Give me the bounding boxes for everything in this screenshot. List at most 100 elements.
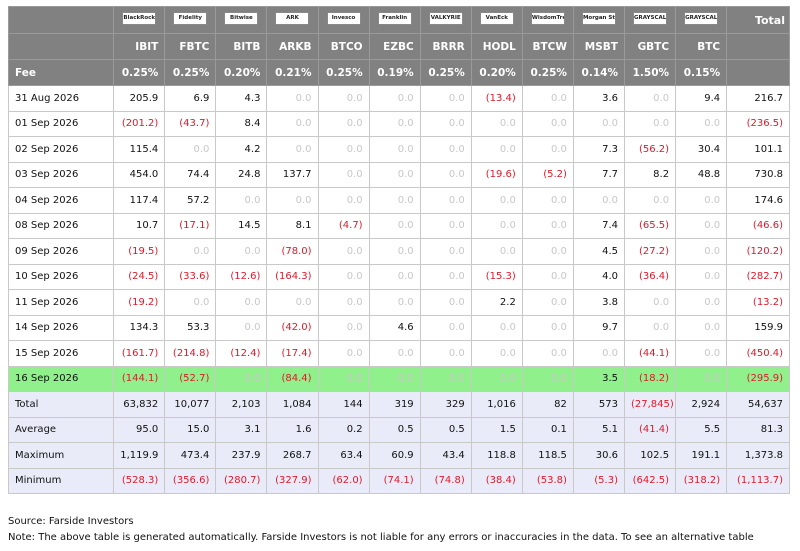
flow-cell: 0.0 — [215, 365, 268, 392]
disclaimer-note: Note: The above table is generated autom… — [8, 532, 754, 543]
summary-cell: (528.3) — [113, 467, 166, 494]
ticker-header: MSBT — [572, 33, 625, 60]
table-row: 04 Sep 2026 117.4 57.2 0.0 0.0 0.0 0.0 0.0 0.0 0.… — [7, 187, 790, 214]
row-total-cell: 216.7 — [726, 85, 790, 112]
flow-cell: 3.5 — [572, 365, 625, 392]
summary-label: Total — [7, 391, 115, 418]
flow-cell: 137.7 — [266, 161, 319, 188]
flow-cell: 9.7 — [572, 314, 625, 341]
summary-label: Average — [7, 416, 115, 443]
summary-total-cell: 81.3 — [726, 416, 790, 443]
flow-cell: 0.0 — [266, 187, 319, 214]
fee-cell: 0.19% — [368, 59, 421, 86]
flow-cell: (56.2) — [623, 136, 677, 163]
flow-cell: 10.7 — [113, 212, 166, 239]
fee-cell: 0.15% — [675, 59, 728, 86]
flow-cell: 0.0 — [317, 161, 370, 188]
flow-cell: 0.0 — [266, 136, 319, 163]
flow-cell: 0.0 — [623, 314, 677, 341]
flow-cell: 0.0 — [623, 85, 677, 112]
flow-cell: 0.0 — [419, 85, 472, 112]
flow-cell: 8.2 — [623, 161, 677, 188]
flow-cell: 0.0 — [675, 340, 728, 367]
fee-cell: 0.25% — [317, 59, 370, 86]
fund-logo-icon: Fidelity — [173, 12, 208, 25]
flow-cell: 0.0 — [419, 340, 472, 367]
summary-cell: (318.2) — [675, 467, 728, 494]
flow-cell: (12.6) — [215, 263, 268, 290]
flow-cell: 4.3 — [215, 85, 268, 112]
summary-cell: 118.8 — [470, 442, 523, 469]
summary-cell: 237.9 — [215, 442, 268, 469]
flow-cell: 2.2 — [470, 289, 523, 316]
flow-cell: (15.3) — [470, 263, 523, 290]
fund-logo-cell: VALKYRIE — [419, 6, 472, 34]
flow-cell: (161.7) — [113, 340, 166, 367]
summary-cell: 1.6 — [266, 416, 319, 443]
fee-total-cell — [726, 59, 790, 86]
date-cell: 04 Sep 2026 — [7, 187, 115, 214]
flow-cell: 0.0 — [521, 238, 574, 265]
summary-cell: 3.1 — [215, 416, 268, 443]
flow-cell: 0.0 — [623, 289, 677, 316]
summary-cell: 102.5 — [623, 442, 677, 469]
flow-cell: 0.0 — [266, 85, 319, 112]
flow-cell: 0.0 — [419, 238, 472, 265]
total-header: Total — [726, 6, 790, 34]
table-row: 03 Sep 2026 454.0 74.4 24.8 137.7 0.0 0.0 0.0 (1… — [7, 161, 790, 188]
flow-cell: (19.5) — [113, 238, 166, 265]
flow-cell: 0.0 — [470, 365, 523, 392]
summary-cell: 95.0 — [113, 416, 166, 443]
summary-cell: 268.7 — [266, 442, 319, 469]
fee-cell: 0.25% — [164, 59, 217, 86]
fee-cell: 0.25% — [521, 59, 574, 86]
flow-cell: 6.9 — [164, 85, 217, 112]
flow-cell: 0.0 — [675, 212, 728, 239]
fee-cell: 0.14% — [572, 59, 625, 86]
flow-cell: 0.0 — [368, 161, 421, 188]
flow-cell: (17.4) — [266, 340, 319, 367]
flow-cell: 0.0 — [572, 340, 625, 367]
flow-cell: 0.0 — [675, 263, 728, 290]
summary-cell: 1,084 — [266, 391, 319, 418]
fund-logo-cell: WisdomTree — [521, 6, 574, 34]
summary-cell: (62.0) — [317, 467, 370, 494]
ticker-header: GBTC — [623, 33, 677, 60]
summary-cell: (5.3) — [572, 467, 625, 494]
fund-logo-icon: WisdomTree — [530, 12, 565, 25]
flow-cell: 0.0 — [521, 365, 574, 392]
flow-cell: (27.2) — [623, 238, 677, 265]
ticker-header: HODL — [470, 33, 523, 60]
flow-cell: 4.2 — [215, 136, 268, 163]
flow-cell: (12.4) — [215, 340, 268, 367]
fund-logo-cell: ARK — [266, 6, 319, 34]
summary-cell: 573 — [572, 391, 625, 418]
ticker-header: BITB — [215, 33, 268, 60]
fee-cell: 0.20% — [470, 59, 523, 86]
summary-cell: (38.4) — [470, 467, 523, 494]
flow-cell: 0.0 — [521, 263, 574, 290]
summary-cell: 2,103 — [215, 391, 268, 418]
fund-logo-cell: Bitwise — [215, 6, 268, 34]
flow-cell: 0.0 — [470, 110, 523, 137]
flow-cell: (5.2) — [521, 161, 574, 188]
table-row: 14 Sep 2026 134.3 53.3 0.0 (42.0) 0.0 4.6 0.0 0.… — [7, 314, 790, 341]
summary-total-cell: 1,373.8 — [726, 442, 790, 469]
flow-cell: (84.4) — [266, 365, 319, 392]
flow-cell: (144.1) — [113, 365, 166, 392]
fee-cell: 0.25% — [419, 59, 472, 86]
fund-logo-icon: VanEck — [479, 12, 514, 25]
date-cell: 31 Aug 2026 — [7, 85, 115, 112]
summary-cell: (53.8) — [521, 467, 574, 494]
flow-cell: 0.0 — [317, 136, 370, 163]
flow-cell: 0.0 — [368, 136, 421, 163]
row-total-cell: 101.1 — [726, 136, 790, 163]
flow-cell: 74.4 — [164, 161, 217, 188]
flow-cell: 0.0 — [419, 263, 472, 290]
summary-row: Total 63,832 10,077 2,103 1,084 144 319 329 1,01… — [7, 391, 790, 418]
summary-cell: 1.5 — [470, 416, 523, 443]
fund-logo-icon: Franklin — [377, 12, 412, 25]
summary-cell: 10,077 — [164, 391, 217, 418]
ticker-header-row: IBIT FBTC BITB ARKB BTCO EZBC BRRR HODL BTCW MSBT… — [7, 33, 790, 60]
row-total-cell: (13.2) — [726, 289, 790, 316]
